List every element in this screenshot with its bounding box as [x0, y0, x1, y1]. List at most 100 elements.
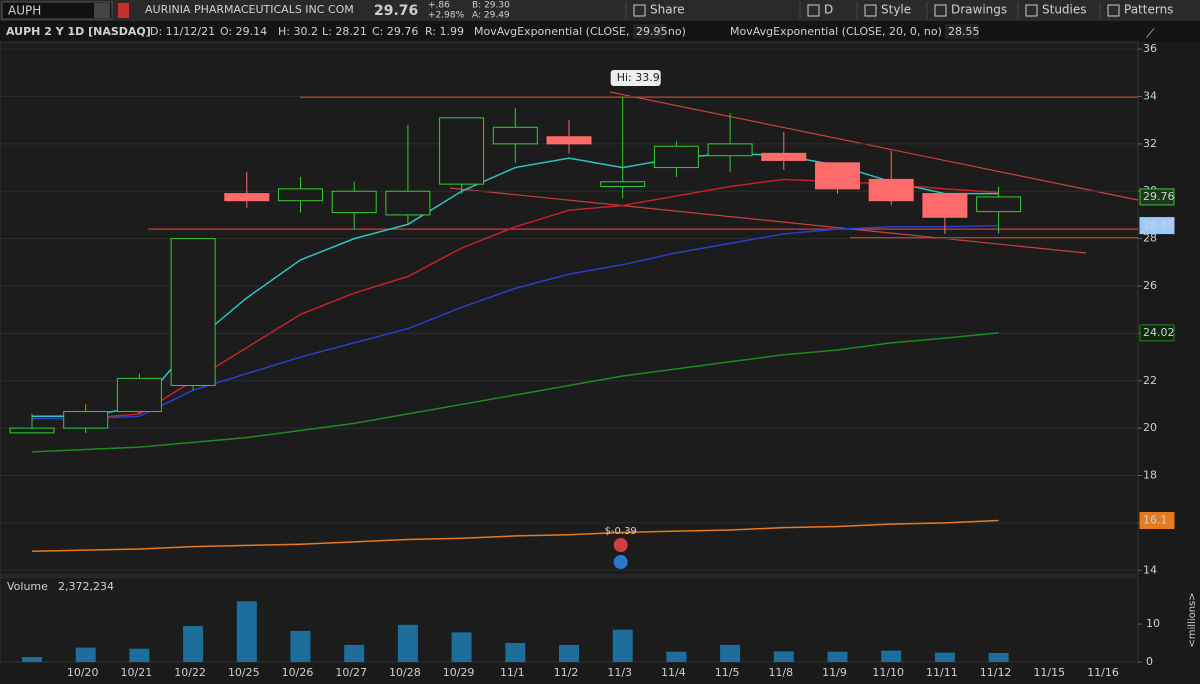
volume-value: 2,372,234 [58, 580, 114, 593]
toolbar-button[interactable]: Share [650, 3, 685, 17]
ohlc-header: D: 11/12/21 O: 29.14 H: 30.2 L: 28.21 C: 29.… [150, 24, 980, 39]
price-tag-label: 24.02 [1143, 326, 1175, 339]
button-icon[interactable] [633, 4, 646, 17]
earnings-icon[interactable] [613, 538, 628, 552]
toolbar-button[interactable]: Style [881, 3, 911, 17]
volume-bar [881, 650, 902, 662]
candle-body [707, 143, 753, 157]
zoom-icon[interactable]: ⟋ [1146, 27, 1155, 41]
volume-bar [75, 647, 96, 662]
button-icon[interactable] [807, 4, 820, 17]
candle-body [761, 152, 807, 161]
candle-body [9, 427, 55, 434]
price-tag-label: 16.1 [1143, 514, 1168, 527]
ohlc-item: H: 30.2 [278, 25, 318, 38]
x-tick-label: 10/22 [174, 666, 206, 679]
x-tick-label: 10/26 [282, 666, 314, 679]
high-value: 33.97 [635, 71, 667, 84]
ohlc-label: R: [425, 25, 440, 38]
header-row [0, 21, 1200, 42]
volume-bar [773, 651, 794, 662]
candle-body [170, 238, 216, 386]
y-tick-label: 28 [1143, 232, 1157, 245]
price-tag-label: 28.55 [1143, 219, 1175, 232]
bid: B: 29.30 [472, 1, 510, 11]
moving-average [31, 519, 999, 553]
x-tick-label: 11/8 [768, 666, 793, 679]
price-tag [1139, 188, 1175, 206]
candle-body [868, 178, 914, 202]
volume-bar [988, 652, 1009, 662]
study-value-box [945, 24, 979, 39]
high-label: Hi: [617, 71, 636, 84]
volume-bar [451, 632, 472, 662]
study-value-box [633, 24, 667, 39]
toolbar-button[interactable]: Studies [1042, 3, 1087, 17]
ohlc-label: O: [220, 25, 236, 38]
dividend-icon[interactable] [613, 555, 628, 569]
volume-bar [505, 643, 526, 662]
candle-body [922, 193, 968, 218]
toolbar-button[interactable]: D [824, 3, 833, 17]
volume-bar [344, 644, 365, 662]
volume-bar [720, 644, 741, 662]
x-tick-label: 11/9 [822, 666, 847, 679]
candle-body [278, 188, 323, 202]
symbol[interactable]: AUPH [8, 4, 41, 18]
y-tick-label: 22 [1143, 374, 1157, 387]
symbol-input[interactable] [1, 1, 113, 20]
price-tag [1139, 217, 1175, 235]
ohlc-label: L: [322, 25, 335, 38]
x-tick-label: 11/16 [1087, 666, 1119, 679]
candle-body [653, 145, 699, 169]
study-name: MovAvgExponential (CLOSE, 10, 0, no) [474, 25, 686, 38]
button-icon[interactable] [934, 4, 947, 17]
study-value: 29.95 [636, 25, 668, 38]
candle-body [63, 411, 109, 429]
volume-bar [827, 651, 848, 662]
toolbar-button[interactable]: Drawings [951, 3, 1007, 17]
study-value: 28.55 [948, 25, 980, 38]
flag-icon[interactable] [118, 3, 129, 18]
ask: A: 29.49 [472, 11, 510, 21]
x-tick-label: 10/20 [67, 666, 99, 679]
volume-bar [290, 630, 311, 662]
earnings-annotation: $-0.39 [605, 526, 637, 537]
x-tick-label: 11/1 [500, 666, 525, 679]
symbol-dropdown[interactable] [94, 3, 110, 18]
price-tag [1139, 324, 1175, 342]
toolbar-button[interactable]: Patterns [1124, 3, 1173, 17]
button-icon[interactable] [864, 4, 877, 17]
x-tick-label: 10/25 [228, 666, 260, 679]
change-pct: +2.98% [428, 11, 465, 21]
moving-average [31, 332, 999, 453]
volume-bar [236, 601, 257, 662]
y-tick-label: 32 [1143, 137, 1157, 150]
x-tick-label: 10/29 [443, 666, 475, 679]
ohlc-value: 29.14 [236, 25, 268, 38]
ohlc-value: 30.2 [293, 25, 318, 38]
company-name: AURINIA PHARMACEUTICALS INC COM [145, 3, 354, 16]
button-icon[interactable] [1107, 4, 1120, 17]
candle-body [976, 196, 1022, 213]
x-tick-label: 11/11 [926, 666, 958, 679]
ohlc-item: R: 1.99 [425, 25, 464, 38]
candle-body [815, 162, 860, 190]
candle-body [492, 126, 538, 145]
x-tick-label: 11/12 [980, 666, 1012, 679]
volume-tick-label: 10 [1146, 617, 1160, 630]
volume-bar [934, 652, 955, 662]
y-tick-label: 34 [1143, 89, 1157, 102]
candle-body [331, 190, 377, 214]
x-tick-label: 11/5 [715, 666, 740, 679]
ohlc-value: 1.99 [440, 25, 465, 38]
volume-bar [666, 651, 687, 662]
ohlc-label: H: [278, 25, 293, 38]
volume-bar [129, 648, 150, 662]
candle-body [600, 181, 646, 188]
button-icon[interactable] [1025, 4, 1038, 17]
volume-title: Volume [7, 580, 48, 593]
change: +.86 [428, 1, 450, 11]
candle-body [385, 190, 431, 216]
